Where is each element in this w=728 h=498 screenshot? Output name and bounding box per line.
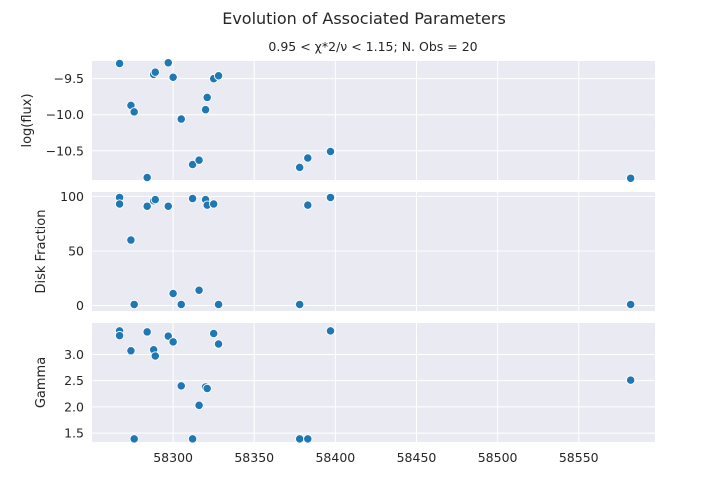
plot-area-gamma xyxy=(92,323,655,442)
data-point xyxy=(168,72,178,82)
y-tick-label: −9.5 xyxy=(54,71,84,86)
data-point xyxy=(163,58,173,68)
data-point xyxy=(114,58,125,69)
y-tick-label: −10.5 xyxy=(46,143,84,158)
data-point xyxy=(325,146,336,157)
x-tick-label: 58450 xyxy=(397,450,437,465)
data-point xyxy=(295,162,305,173)
panel-disk-fraction: 0 50 100 Disk Fraction xyxy=(34,189,655,313)
data-point xyxy=(168,337,178,347)
data-point xyxy=(202,92,212,103)
data-point xyxy=(626,299,636,310)
data-point xyxy=(213,71,224,81)
data-point xyxy=(626,375,636,385)
y-axis-label-flux: log(flux) xyxy=(20,93,35,147)
plot-area-flux xyxy=(92,61,655,180)
y-tick-label: 100 xyxy=(60,189,84,204)
data-point xyxy=(213,339,224,349)
data-point xyxy=(126,235,136,245)
y-tick-label: 2.5 xyxy=(64,373,84,388)
x-tick-label: 58500 xyxy=(478,450,518,465)
plot-area-disk-fraction xyxy=(92,192,655,311)
data-point xyxy=(187,434,198,444)
data-point xyxy=(295,434,305,444)
panel-subtitle: 0.95 < χ*2/ν < 1.15; N. Obs = 20 xyxy=(268,39,477,54)
data-point xyxy=(303,434,313,444)
data-point xyxy=(168,288,178,299)
data-point xyxy=(150,194,160,205)
data-point xyxy=(176,299,186,310)
data-point xyxy=(626,173,636,183)
data-point xyxy=(126,346,136,356)
y-tick-label: 0 xyxy=(76,298,84,313)
x-tick-label: 58400 xyxy=(315,450,355,465)
data-point xyxy=(194,155,204,165)
data-point xyxy=(150,351,160,361)
figure-title: Evolution of Associated Parameters xyxy=(222,9,506,28)
data-point xyxy=(142,327,152,337)
data-point xyxy=(209,199,219,209)
y-tick-label: 3.0 xyxy=(64,347,84,362)
panels: −10.5 −10.0 −9.5 log(flux) 0 50 100 Disk Fracti… xyxy=(20,58,655,465)
y-axis-label-disk-fraction: Disk Fraction xyxy=(34,210,49,294)
y-tick-label: −10.0 xyxy=(46,107,84,122)
x-tick-label: 58550 xyxy=(559,450,599,465)
data-point xyxy=(325,192,336,203)
data-point xyxy=(129,107,139,117)
data-point xyxy=(187,159,198,170)
data-point xyxy=(114,330,125,341)
x-tick-label: 58350 xyxy=(234,450,274,465)
data-point xyxy=(187,193,198,204)
data-point xyxy=(150,67,160,77)
data-point xyxy=(176,114,186,124)
x-tick-label: 58300 xyxy=(153,450,193,465)
data-point xyxy=(114,199,125,209)
data-point xyxy=(129,299,139,310)
data-point xyxy=(202,383,212,394)
data-point xyxy=(129,434,139,444)
y-tick-label: 2.0 xyxy=(64,399,84,414)
data-point xyxy=(209,328,219,339)
data-point xyxy=(303,200,313,210)
data-point xyxy=(194,285,204,295)
y-tick-label: 1.5 xyxy=(64,426,84,441)
data-point xyxy=(303,153,313,163)
data-point xyxy=(142,172,152,183)
data-point xyxy=(142,201,152,211)
data-point xyxy=(213,299,224,310)
data-point xyxy=(325,326,336,336)
data-point xyxy=(194,400,204,410)
data-point xyxy=(295,299,305,310)
y-tick-label: 50 xyxy=(68,243,84,258)
data-point xyxy=(176,381,186,391)
panel-gamma: 1.5 2.0 2.5 3.0 58300 58350 58400 58450 58500 585… xyxy=(34,323,655,465)
data-point xyxy=(163,201,173,211)
panel-flux: −10.5 −10.0 −9.5 log(flux) xyxy=(20,58,655,183)
data-point xyxy=(200,105,211,115)
y-axis-label-gamma: Gamma xyxy=(34,357,49,408)
